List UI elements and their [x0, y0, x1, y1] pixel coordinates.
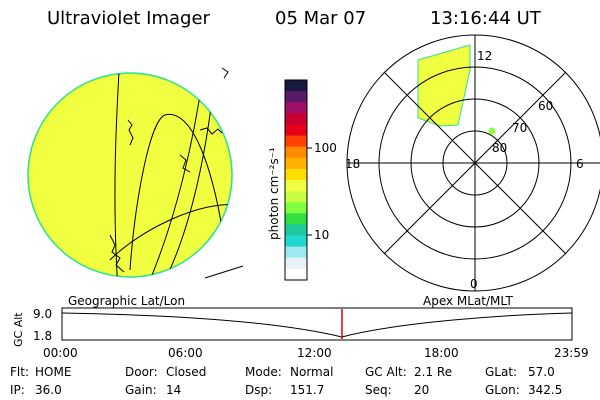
- color-bar-stripe: [285, 202, 307, 214]
- status-gcalt-key: GC Alt:: [365, 365, 407, 379]
- time-label: 13:16:44 UT: [430, 8, 542, 29]
- color-bar-stripe: [285, 113, 307, 125]
- latitude-line: [109, 203, 232, 261]
- altitude-ylabel: GC Alt: [12, 312, 25, 347]
- color-bar-stripe: [285, 157, 307, 170]
- status-mode-value: Normal: [290, 365, 333, 379]
- altitude-ytick: 1.8: [33, 329, 52, 343]
- status-flt-value: HOME: [35, 365, 71, 379]
- color-bar-stripe: [285, 257, 307, 270]
- color-bar-stripe: [285, 180, 307, 192]
- altitude-xtick: 00:00: [43, 346, 78, 360]
- status-seq-key: Seq:: [365, 383, 392, 397]
- apex-polar-plot: 12 18 6 0 60 70 80: [345, 34, 600, 292]
- mlt-label-bottom: 0: [470, 277, 478, 291]
- geographic-image: [27, 67, 244, 279]
- coastlines: [109, 67, 229, 273]
- lat-label-80: 80: [492, 141, 507, 155]
- status-panel: Flt: HOME Door: Closed Mode: Normal GC A…: [10, 365, 562, 397]
- instrument-title: Ultraviolet Imager: [47, 8, 211, 29]
- status-dsp-key: Dsp:: [245, 383, 272, 397]
- lat-label-70: 70: [512, 121, 527, 135]
- polar-axis-diagonal: [383, 71, 567, 255]
- color-bar-stripe: [285, 235, 307, 248]
- status-ip-value: 36.0: [35, 383, 62, 397]
- altitude-xtick: 12:00: [297, 346, 332, 360]
- status-mode-key: Mode:: [245, 365, 282, 379]
- uv-image-disk: [27, 72, 233, 278]
- color-bar-stripe: [285, 146, 307, 159]
- altitude-xtick: 23:59: [554, 346, 589, 360]
- color-bar-stripe: [285, 91, 307, 103]
- color-bar-stripe: [285, 224, 307, 237]
- color-bar-stripe: [285, 213, 307, 225]
- apex-label: Apex MLat/MLT: [423, 294, 513, 308]
- color-bar-stripe: [285, 102, 307, 114]
- color-bar-stripe: [285, 168, 307, 181]
- latitude-line: [129, 113, 229, 271]
- limb-line: [204, 265, 244, 279]
- coastline: [179, 154, 191, 173]
- coastline: [221, 67, 229, 79]
- lat-label-60: 60: [538, 99, 553, 113]
- mlt-label-left: 18: [345, 157, 360, 171]
- meridian-line: [114, 73, 121, 277]
- color-bar-stripe: [285, 191, 307, 203]
- coastline: [109, 234, 125, 273]
- color-bar-stripe: [285, 80, 307, 92]
- geographic-label: Geographic Lat/Lon: [68, 294, 185, 308]
- color-bar-stripe: [285, 246, 307, 259]
- coastline: [127, 119, 134, 146]
- status-flt-key: Flt:: [10, 365, 29, 379]
- color-bar-tick-label: 100: [314, 141, 337, 155]
- spacecraft-footpoint: [488, 127, 496, 135]
- color-bar-stripe: [285, 135, 307, 148]
- altitude-xtick: 06:00: [168, 346, 203, 360]
- color-bar-stripe: [285, 268, 307, 281]
- status-gcalt-value: 2.1 Re: [414, 365, 452, 379]
- status-ip-key: IP:: [10, 383, 25, 397]
- altitude-plot: GC Alt 9.0 1.8 00:00 06:00 12:00 18:00 2…: [12, 307, 589, 360]
- mlt-label-top: 12: [477, 49, 492, 63]
- mlt-label-right: 6: [576, 157, 584, 171]
- altitude-plot-frame: [61, 307, 573, 341]
- status-door-key: Door:: [125, 365, 158, 379]
- altitude-ytick: 9.0: [33, 307, 52, 321]
- status-gain-key: Gain:: [125, 383, 157, 397]
- color-bar: 100 10 photon cm⁻²s⁻¹: [267, 79, 337, 281]
- color-bar-scale: [285, 80, 307, 281]
- coastline: [199, 127, 223, 135]
- status-seq-value: 20: [414, 383, 429, 397]
- color-bar-unit: photon cm⁻²s⁻¹: [267, 147, 281, 240]
- date-label: 05 Mar 07: [275, 8, 366, 29]
- color-bar-stripe: [285, 124, 307, 137]
- color-bar-frame: [284, 79, 308, 281]
- status-door-value: Closed: [166, 365, 206, 379]
- status-glon-value: 342.5: [528, 383, 562, 397]
- status-glat-key: GLat:: [485, 365, 517, 379]
- status-glat-value: 57.0: [528, 365, 555, 379]
- auroral-patch: [417, 44, 471, 127]
- status-dsp-value: 151.7: [290, 383, 324, 397]
- status-glon-key: GLon:: [485, 383, 520, 397]
- status-gain-value: 14: [166, 383, 181, 397]
- color-bar-tick-label: 10: [314, 228, 329, 242]
- altitude-xtick: 18:00: [424, 346, 459, 360]
